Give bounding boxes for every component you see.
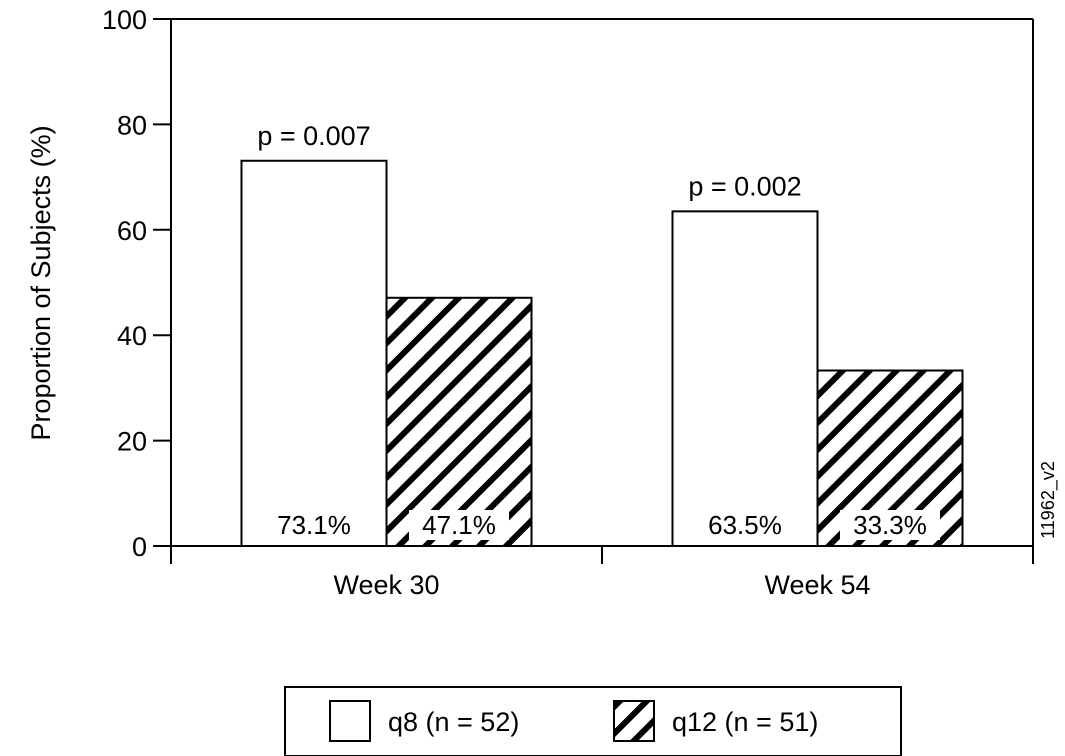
legend-label-q12: q12 (n = 51) bbox=[672, 707, 818, 737]
x-tick-label: Week 30 bbox=[333, 570, 439, 600]
y-tick-label: 20 bbox=[117, 427, 147, 457]
y-tick-label: 100 bbox=[102, 5, 147, 35]
data-label-q12-week-54: 33.3% bbox=[853, 510, 927, 540]
bar-q8-week-54 bbox=[671, 210, 819, 547]
legend-swatch-q12 bbox=[613, 700, 655, 742]
x-tick-label: Week 54 bbox=[764, 570, 870, 600]
p-value-annotation: p = 0.002 bbox=[688, 171, 801, 201]
y-tick-label: 60 bbox=[117, 216, 147, 246]
bar-q12-week-30 bbox=[385, 296, 533, 547]
data-label-q8-week-30: 73.1% bbox=[277, 510, 351, 540]
p-value-annotation: p = 0.007 bbox=[257, 121, 370, 151]
y-tick-label: 80 bbox=[117, 110, 147, 140]
figure-id-label: 11962_v2 bbox=[1038, 461, 1059, 539]
y-axis-title: Proportion of Subjects (%) bbox=[26, 125, 56, 440]
legend-swatch-q8 bbox=[329, 700, 371, 742]
data-label-background bbox=[840, 510, 940, 540]
bar-q8-week-30 bbox=[240, 159, 388, 547]
data-label-background bbox=[409, 510, 509, 540]
data-label-q12-week-30: 47.1% bbox=[422, 510, 496, 540]
data-label-q8-week-54: 63.5% bbox=[708, 510, 782, 540]
y-tick-label: 0 bbox=[132, 532, 147, 562]
y-tick-label: 40 bbox=[117, 321, 147, 351]
legend-label-q8: q8 (n = 52) bbox=[388, 707, 519, 737]
legend: q8 (n = 52) q12 (n = 51) bbox=[284, 686, 902, 756]
legend-box bbox=[284, 686, 902, 756]
